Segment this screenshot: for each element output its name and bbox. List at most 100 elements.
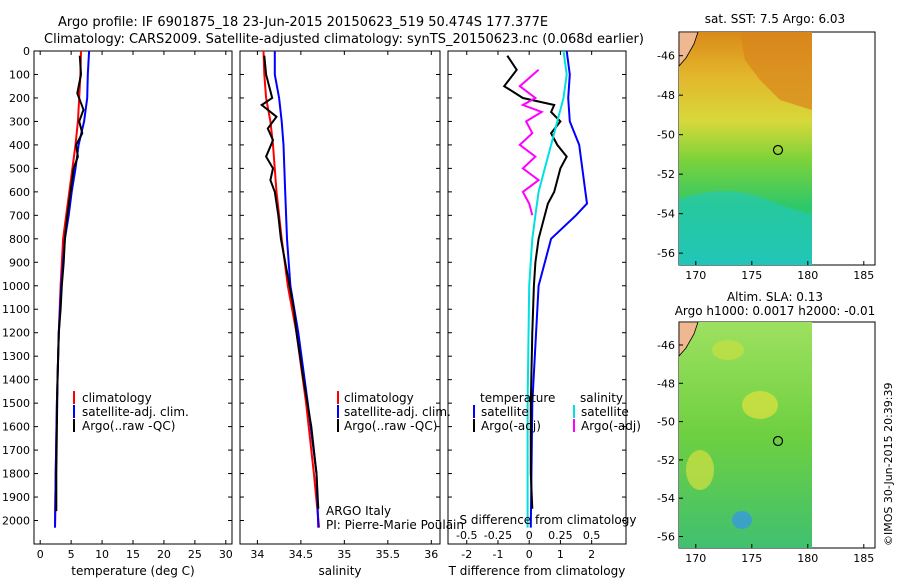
legend-label-temp-satellite: satellite [481, 405, 529, 419]
x-tick-label: -2 [461, 548, 472, 561]
depth-tick-label: 1800 [2, 468, 30, 481]
depth-tick-label: 400 [9, 139, 30, 152]
map-y-tick-label: -48 [657, 89, 675, 102]
imos-stamp: ©IMOS 30-Jun-2015 20:39:39 [882, 382, 895, 546]
x-tick-label: 35 [337, 548, 351, 561]
depth-tick-label: 1400 [2, 374, 30, 387]
depth-tick-label: 1600 [2, 421, 30, 434]
depth-tick-label: 100 [9, 68, 30, 81]
depth-tick-label: 800 [9, 233, 30, 246]
salinity-panel [239, 50, 441, 545]
depth-tick-label: 200 [9, 92, 30, 105]
depth-tick-label: 600 [9, 186, 30, 199]
temperature-legend: climatology satellite-adj. clim. Argo(..… [73, 391, 189, 433]
sla-anomaly-3 [732, 511, 752, 529]
map-y-tick-label: -52 [657, 454, 675, 467]
difference-legend: temperature salinity satellite Argo(-adj… [473, 391, 641, 433]
legend-title-temperature: temperature [480, 391, 555, 405]
series-line [260, 55, 320, 509]
depth-tick-label: 1100 [2, 303, 30, 316]
depth-tick-label: 300 [9, 115, 30, 128]
map-x-tick-label: 185 [853, 269, 874, 282]
top-tick-label: -0.25 [484, 529, 512, 542]
map-y-tick-label: -54 [657, 208, 675, 221]
map-y-tick-label: -54 [657, 492, 675, 505]
series-line [529, 50, 589, 528]
map-x-tick-label: 175 [741, 269, 762, 282]
legend-label-climatology: climatology [82, 391, 152, 405]
header-line2: Climatology: CARS2009. Satellite-adjuste… [44, 32, 644, 47]
depth-axis: 0 100 200 300 400 500 600 700 800 900 1000 1100 1200… [2, 45, 626, 528]
top-tick-label: 0.5 [583, 529, 601, 542]
map-x-tick-label: 185 [853, 552, 874, 565]
temperature-series [54, 50, 91, 528]
depth-tick-label: 700 [9, 209, 30, 222]
map-y-tick-label: -56 [657, 531, 675, 544]
x-tick-label: 34 [250, 548, 264, 561]
x-tick-label: 0 [37, 548, 44, 561]
map-y-tick-label: -56 [657, 247, 675, 260]
argo-position-marker-sst [772, 144, 784, 156]
top-tick-label: -0.5 [456, 529, 477, 542]
sst-map-axes: 170 175 180 185 -46 -48 -50 -52 -54 -56 [657, 50, 874, 282]
depth-tick-label: 1300 [2, 350, 30, 363]
salinity-legend: climatology satellite-adj. clim. Argo(..… [337, 391, 451, 433]
depth-tick-label: 0 [23, 45, 30, 58]
x-tick-label: 15 [126, 548, 140, 561]
top-tick-label: 0.25 [548, 529, 573, 542]
legend-label-satellite: satellite-adj. clim. [82, 405, 189, 419]
series-line [526, 50, 568, 528]
depth-tick-label: 1500 [2, 397, 30, 410]
sla-anomaly-2 [686, 450, 714, 490]
sla-map-subtitle: Argo h1000: 0.0017 h2000: -0.01 [675, 304, 876, 318]
sst-cold-tongue [679, 191, 812, 265]
depth-tick-label: 500 [9, 162, 30, 175]
x-tick-label: 34.5 [289, 548, 314, 561]
legend-label-temp-argo: Argo(-adj) [481, 419, 541, 433]
salinity-x-axis: 34 34.5 35 35.5 36 [250, 51, 438, 561]
header-line1: Argo profile: IF 6901875_18 23-Jun-2015 … [58, 15, 548, 30]
argo-italy-note: ARGO Italy [326, 504, 391, 518]
x-tick-label: 20 [157, 548, 171, 561]
depth-tick-label: 1700 [2, 444, 30, 457]
map-y-tick-label: -46 [657, 50, 675, 63]
series-line [55, 55, 85, 512]
x-tick-label: 1 [557, 548, 564, 561]
map-x-tick-label: 170 [685, 552, 706, 565]
series-line [502, 55, 568, 509]
top-tick-label: 0 [526, 529, 533, 542]
sla-land-nz [678, 321, 699, 358]
x-tick-label: 25 [188, 548, 202, 561]
depth-tick-label: 1900 [2, 491, 30, 504]
depth-tick-label: 1200 [2, 327, 30, 340]
map-x-tick-label: 175 [741, 552, 762, 565]
sla-map [678, 321, 876, 549]
map-x-tick-label: 180 [797, 269, 818, 282]
temperature-panel [33, 50, 233, 545]
map-y-tick-label: -48 [657, 377, 675, 390]
x-tick-label: 35.5 [376, 548, 401, 561]
sst-map [678, 31, 876, 266]
legend-label-satellite: satellite-adj. clim. [344, 405, 451, 419]
salinity-series [260, 50, 321, 528]
map-y-tick-label: -50 [657, 416, 675, 429]
legend-label-climatology: climatology [344, 391, 414, 405]
map-y-tick-label: -50 [657, 129, 675, 142]
map-x-tick-label: 180 [797, 552, 818, 565]
argo-position-marker-sla [772, 435, 784, 447]
difference-xlabel: T difference from climatology [448, 564, 626, 578]
legend-label-sal-satellite: satellite [581, 405, 629, 419]
difference-top-xlabel: S difference from climatology [460, 513, 637, 527]
sla-map-axes: 170 175 180 185 -46 -48 -50 -52 -54 -56 [657, 339, 874, 565]
x-tick-label: 30 [219, 548, 233, 561]
salinity-xlabel: salinity [318, 564, 361, 578]
x-tick-label: 0 [526, 548, 533, 561]
sst-map-title: sat. SST: 7.5 Argo: 6.03 [705, 12, 845, 26]
difference-top-axis: -0.5 -0.25 0 0.25 0.5 [456, 529, 600, 542]
sst-warm-patch [740, 32, 812, 110]
sla-anomaly-1 [742, 391, 778, 419]
map-y-tick-label: -52 [657, 168, 675, 181]
temperature-xlabel: temperature (deg C) [71, 564, 194, 578]
x-tick-label: 10 [95, 548, 109, 561]
